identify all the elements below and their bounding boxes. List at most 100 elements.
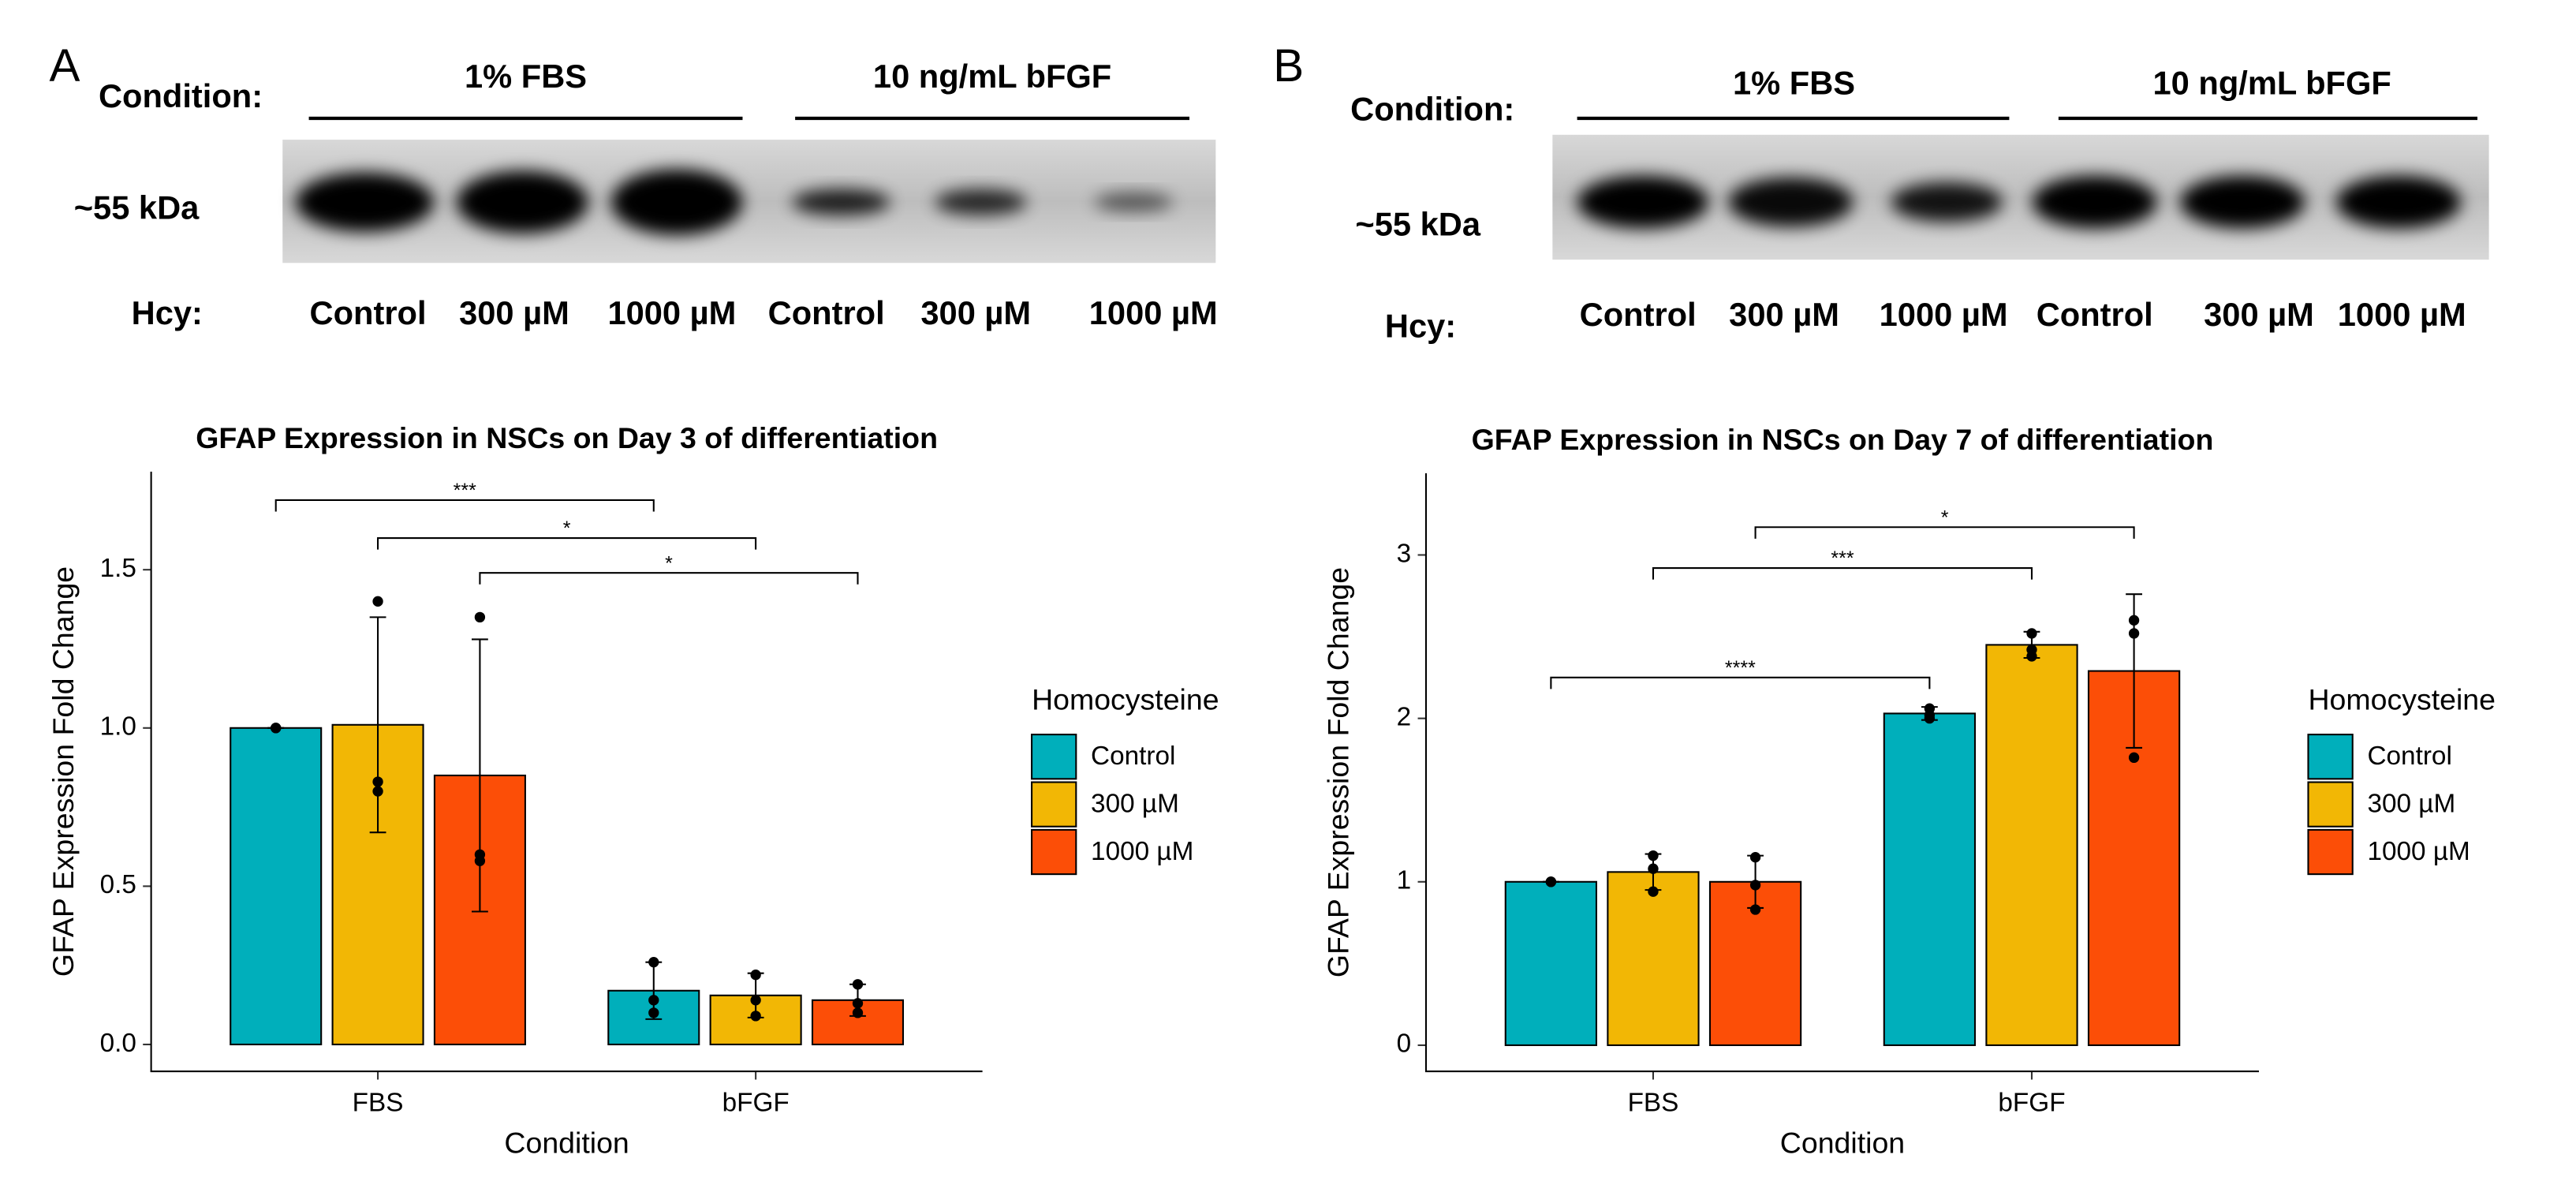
point	[852, 998, 864, 1009]
bar	[1883, 712, 1977, 1046]
size-label: ~55 kDa	[1355, 205, 1480, 242]
sig-label: *	[1941, 506, 1949, 529]
point	[372, 786, 383, 797]
group-label: 10 ng/mL bFGF	[873, 58, 1111, 95]
condition-label: Condition:	[99, 77, 263, 114]
bracket	[1652, 567, 2033, 580]
bar	[1504, 880, 1598, 1046]
band	[2032, 175, 2157, 229]
bar	[1607, 871, 1700, 1046]
point	[474, 855, 486, 866]
band	[935, 189, 1027, 215]
point	[648, 1007, 659, 1018]
point	[1545, 876, 1557, 887]
lane-label: 1000 µM	[607, 294, 736, 331]
legend-label: 1000 µM	[2367, 837, 2470, 866]
lane-label: 300 µM	[1729, 296, 1839, 333]
band	[791, 189, 890, 215]
y-axis-label: GFAP Expression Fold Change	[1322, 567, 1355, 977]
bar	[1985, 644, 2078, 1046]
lane-label: 1000 µM	[2338, 296, 2466, 333]
y-axis-label: GFAP Expression Fold Change	[47, 566, 80, 977]
point	[648, 957, 659, 968]
lane-label: 300 µM	[920, 294, 1031, 331]
axis	[1424, 473, 2259, 1073]
sig-label: *	[665, 552, 673, 574]
point	[2026, 628, 2037, 639]
legend-key	[1031, 734, 1077, 780]
band	[610, 169, 743, 235]
band	[1577, 175, 1709, 229]
x-axis-label: Condition	[1780, 1127, 1905, 1160]
y-tick-label: 2	[1397, 702, 1412, 731]
x-tick-label: FBS	[353, 1089, 404, 1118]
sig-label: ****	[1725, 657, 1756, 679]
band	[295, 172, 434, 232]
panel-label: B	[1273, 40, 1304, 92]
legend-label: Control	[1091, 742, 1175, 771]
lane-label: Control	[768, 294, 885, 331]
legend-label: 1000 µM	[1091, 837, 1193, 866]
point	[2026, 651, 2037, 662]
legend-label: 300 µM	[1091, 789, 1179, 818]
bracket	[274, 499, 655, 512]
condition-label: Condition:	[1350, 91, 1514, 128]
point	[1648, 863, 1659, 874]
legend-key	[1031, 781, 1077, 828]
point	[372, 776, 383, 787]
error-bar	[472, 638, 488, 913]
chart-title: GFAP Expression in NSCs on Day 7 of diff…	[1472, 423, 2214, 456]
point	[750, 995, 761, 1006]
x-tick-label: FBS	[1628, 1089, 1679, 1118]
group-label: 10 ng/mL bFGF	[2153, 64, 2391, 101]
size-label: ~55 kDa	[74, 189, 200, 226]
bracket	[377, 537, 757, 550]
sig-label: ***	[1831, 547, 1854, 570]
y-tick-label: 1.5	[100, 554, 136, 583]
band	[1728, 177, 1854, 227]
point	[852, 1007, 864, 1018]
band	[2335, 175, 2462, 229]
band	[1094, 192, 1174, 212]
legend-key	[1031, 828, 1077, 876]
point	[2128, 628, 2140, 639]
chart-title: GFAP Expression in NSCs on Day 3 of diff…	[196, 421, 938, 454]
point	[1648, 886, 1659, 897]
point	[1648, 850, 1659, 861]
legend-label: Control	[2367, 742, 2451, 771]
lane-label: 1000 µM	[1089, 294, 1218, 331]
point	[1924, 712, 1936, 724]
x-axis-label: Condition	[504, 1127, 629, 1160]
point	[1749, 880, 1761, 891]
bracket	[1550, 676, 1931, 689]
blot	[282, 140, 1216, 263]
bar	[230, 727, 323, 1046]
y-tick-label: 3	[1397, 539, 1412, 568]
lane-label: 300 µM	[2204, 296, 2314, 333]
legend-key	[2307, 734, 2354, 780]
group-label: 1% FBS	[465, 58, 587, 95]
group-label: 1% FBS	[1733, 64, 1855, 101]
sig-label: ***	[454, 480, 476, 502]
error-bar	[369, 616, 386, 834]
hcy-label: Hcy:	[1385, 308, 1456, 345]
point	[271, 723, 282, 734]
lane-label: 1000 µM	[1880, 296, 2008, 333]
band	[2180, 175, 2305, 229]
legend-label: 300 µM	[2367, 789, 2455, 818]
x-tick-label: bFGF	[722, 1089, 790, 1118]
y-tick-label: 1.0	[100, 712, 136, 742]
point	[750, 970, 761, 981]
lane-label: Control	[1580, 296, 1697, 333]
point	[750, 1011, 761, 1022]
point	[648, 995, 659, 1006]
axis	[150, 471, 983, 1073]
legend-key	[2307, 828, 2354, 876]
lane-label: Control	[2037, 296, 2153, 333]
legend-title: Homocysteine	[1032, 682, 1219, 716]
lane-label: 300 µM	[459, 294, 569, 331]
lane-label: Control	[310, 294, 427, 331]
panel-label: A	[49, 40, 80, 92]
